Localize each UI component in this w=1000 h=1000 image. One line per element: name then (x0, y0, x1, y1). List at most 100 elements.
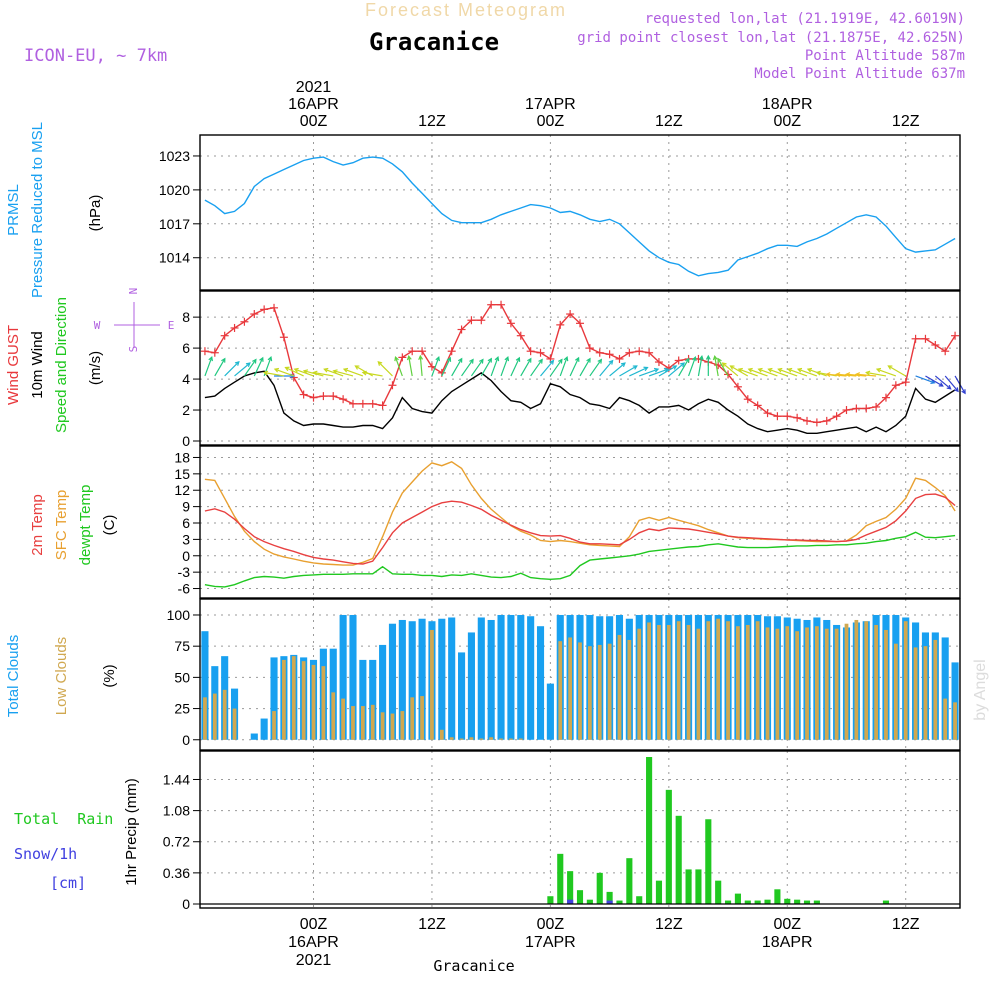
series-bar (469, 737, 474, 740)
series-bar (311, 664, 316, 740)
location-title: Gracanice (369, 28, 499, 56)
y-tick-label: 18 (174, 449, 190, 465)
series-bar (351, 706, 355, 740)
series-bar (341, 698, 345, 740)
series-bar (726, 621, 730, 740)
y-tick-label: 0 (182, 732, 190, 748)
wind-arrow (668, 362, 685, 377)
wind-arrow-head (262, 370, 269, 376)
model-label: ICON-EU, ~ 7km (24, 46, 167, 66)
wind-arrow (856, 373, 877, 377)
series-bar (536, 626, 545, 740)
series-line (204, 461, 956, 566)
wind-arrow-head (938, 382, 944, 387)
series-bar (606, 891, 613, 904)
series-bar (458, 652, 466, 740)
wind-arrow-head (221, 357, 226, 363)
wind-arrow-head (777, 367, 783, 373)
wind-arrow (599, 360, 614, 377)
series-bar (449, 737, 454, 740)
series-bar (815, 626, 819, 740)
series-bar (706, 621, 711, 740)
y-tick-label: 1023 (159, 148, 190, 164)
series-bar (360, 706, 365, 740)
wind-arrow (490, 356, 499, 377)
y-tick-label: 100 (167, 607, 191, 623)
series-bar (568, 637, 573, 740)
series-bar (557, 853, 564, 904)
wind-arrow-head (854, 372, 861, 377)
wind-arrow-head (575, 356, 580, 362)
series-bar (398, 619, 406, 740)
y-tick-label: 9 (182, 499, 190, 515)
y-tick-label: 6 (182, 515, 190, 531)
wind-arrow (714, 356, 719, 377)
wind-arrow-head (887, 365, 893, 370)
wind-arrow-head (705, 354, 711, 360)
bottom-hour-label: 00Z (537, 916, 565, 933)
y-tick-label: 1014 (159, 250, 190, 266)
bottom-hour-label: 12Z (655, 916, 683, 933)
series-bar (390, 713, 395, 740)
series-bar (291, 656, 296, 740)
wind-arrow (688, 356, 696, 377)
clouds-panel: Total Clouds Low Clouds (%) 0 25 50 75 100 (5, 598, 961, 751)
wind-arrow-head (457, 357, 463, 363)
wind-arrow-head (332, 369, 338, 374)
series-bar (647, 622, 651, 740)
wind-arrow (480, 358, 492, 377)
series-bar (359, 659, 367, 740)
wind-arrow-head (267, 355, 273, 362)
temp-ylabel-2: SFC Temp (53, 490, 70, 561)
series-bar (933, 639, 938, 740)
series-bar (430, 629, 434, 740)
bottom-date-label: 18APR (762, 934, 813, 951)
y-tick-label: 6 (182, 340, 190, 356)
series-bar (616, 900, 623, 904)
bottom-hour-label: 00Z (773, 916, 801, 933)
wind-arrow-head (946, 384, 952, 390)
wind-arrow-head (302, 369, 309, 374)
wind-arrow (748, 368, 768, 377)
series-bar (282, 659, 286, 740)
series-bar (784, 898, 791, 904)
series-bar (487, 619, 495, 740)
wind-arrow-head (479, 358, 484, 364)
wind-arrow (294, 368, 314, 377)
series-bar (794, 899, 801, 904)
wind-arrow (377, 361, 393, 377)
compass-w: W (94, 319, 101, 332)
panel-frame (199, 598, 961, 751)
y-tick-label: 1020 (159, 182, 190, 198)
wind-arrow (394, 356, 403, 377)
wind-arrow (264, 371, 285, 377)
wind-arrow-head (538, 358, 543, 364)
top-date-label: 18APR (762, 96, 813, 113)
series-bar (745, 624, 750, 740)
series-bar (448, 617, 456, 740)
series-bar (380, 712, 385, 740)
bottom-date-label: 16APR (288, 934, 339, 951)
series-bar (824, 628, 829, 740)
wind-arrow (678, 358, 690, 377)
series-bar (400, 711, 405, 740)
y-tick-label: 0.72 (163, 834, 190, 850)
wind-arrow-head (418, 354, 424, 360)
series-bar (420, 696, 424, 740)
series-bar (459, 738, 464, 740)
series-bar (775, 628, 780, 740)
wind-arrow-head (796, 367, 803, 373)
series-bar (686, 624, 691, 740)
wind-arrow-head (815, 370, 821, 376)
wind-arrow-head (684, 357, 690, 363)
wind-arrow (589, 359, 602, 377)
wind-arrow-head (469, 358, 474, 364)
y-tick-label: 12 (174, 482, 190, 498)
precip-ylabel-1: 1hr Precip (mm) (123, 778, 140, 886)
y-tick-label: 1.44 (163, 771, 190, 787)
series-bar (666, 624, 671, 740)
series-bar (626, 858, 633, 904)
pressure-panel: PRMSL Pressure Reduced to MSL (hPa) 1014… (5, 122, 961, 298)
clouds-ylabel-2: Low Clouds (53, 637, 70, 715)
